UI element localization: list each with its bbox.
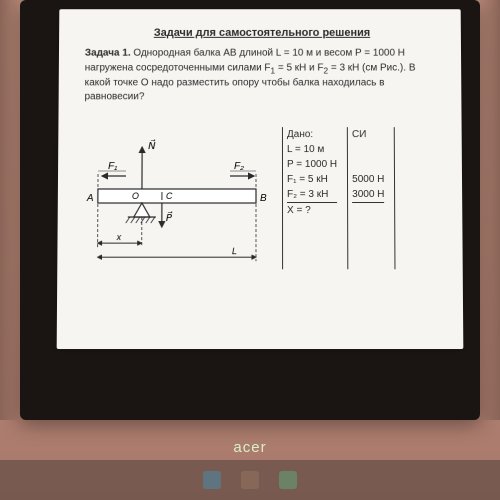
app-icon — [279, 471, 297, 489]
document-content: Задачи для самостоятельного решения Зада… — [57, 9, 463, 279]
si-blank3 — [352, 203, 384, 218]
given-col-si: СИ 5000 Н 3000 Н — [347, 127, 389, 269]
blur-left — [0, 0, 20, 420]
problem-label: Задача 1. — [85, 48, 131, 59]
si-F2: 3000 Н — [352, 187, 384, 203]
problem-text-b: = 5 кН и F — [275, 62, 323, 73]
figure-row: F₁ N⃗ F₂ A B O C P⃗ x L — [83, 119, 440, 269]
desktop: Задачи для самостоятельного решения Зада… — [0, 0, 500, 500]
lbl-O: O — [132, 191, 139, 201]
lbl-P: P⃗ — [166, 211, 173, 224]
lbl-C: C — [166, 191, 173, 201]
taskbar-icon-2[interactable] — [234, 464, 266, 496]
lbl-F1: F₁ — [108, 161, 117, 172]
si-blank1 — [352, 142, 384, 157]
lbl-x: x — [116, 232, 122, 242]
blur-right — [480, 0, 500, 420]
laptop-brand: acer — [0, 439, 500, 456]
si-blank2 — [352, 157, 384, 172]
taskbar[interactable] — [0, 460, 500, 500]
given-title: Дано: — [287, 127, 337, 142]
given-X: X = ? — [287, 203, 337, 218]
problem-text: Задача 1. Однородная балка АВ длиной L =… — [84, 47, 439, 105]
lbl-F2: F₂ — [234, 161, 244, 172]
given-col-main: Дано: L = 10 м P = 1000 Н F₁ = 5 кН F₂ =… — [282, 127, 341, 269]
photo-frame: Задачи для самостоятельного решения Зада… — [20, 0, 480, 420]
app-icon — [241, 471, 259, 489]
given-block: Дано: L = 10 м P = 1000 Н F₁ = 5 кН F₂ =… — [282, 127, 406, 269]
given-F1: F₁ = 5 кН — [287, 172, 337, 187]
document-paper: Задачи для самостоятельного решения Зада… — [57, 9, 464, 349]
lbl-B: B — [260, 193, 267, 204]
heading: Задачи для самостоятельного решения — [85, 27, 439, 39]
si-F1: 5000 Н — [352, 172, 384, 187]
given-P: P = 1000 Н — [287, 157, 337, 172]
app-icon — [203, 471, 221, 489]
lbl-A: A — [86, 193, 94, 204]
lbl-L: L — [232, 246, 237, 256]
diagram-svg: F₁ N⃗ F₂ A B O C P⃗ x L — [83, 119, 272, 269]
si-title: СИ — [352, 127, 384, 142]
taskbar-icon-1[interactable] — [196, 464, 228, 496]
given-col-end — [394, 127, 406, 269]
given-F2: F₂ = 3 кН — [287, 187, 337, 203]
taskbar-icon-3[interactable] — [272, 464, 304, 496]
beam-diagram: F₁ N⃗ F₂ A B O C P⃗ x L — [83, 119, 272, 269]
given-L: L = 10 м — [287, 142, 337, 157]
lbl-N: N⃗ — [148, 139, 156, 152]
